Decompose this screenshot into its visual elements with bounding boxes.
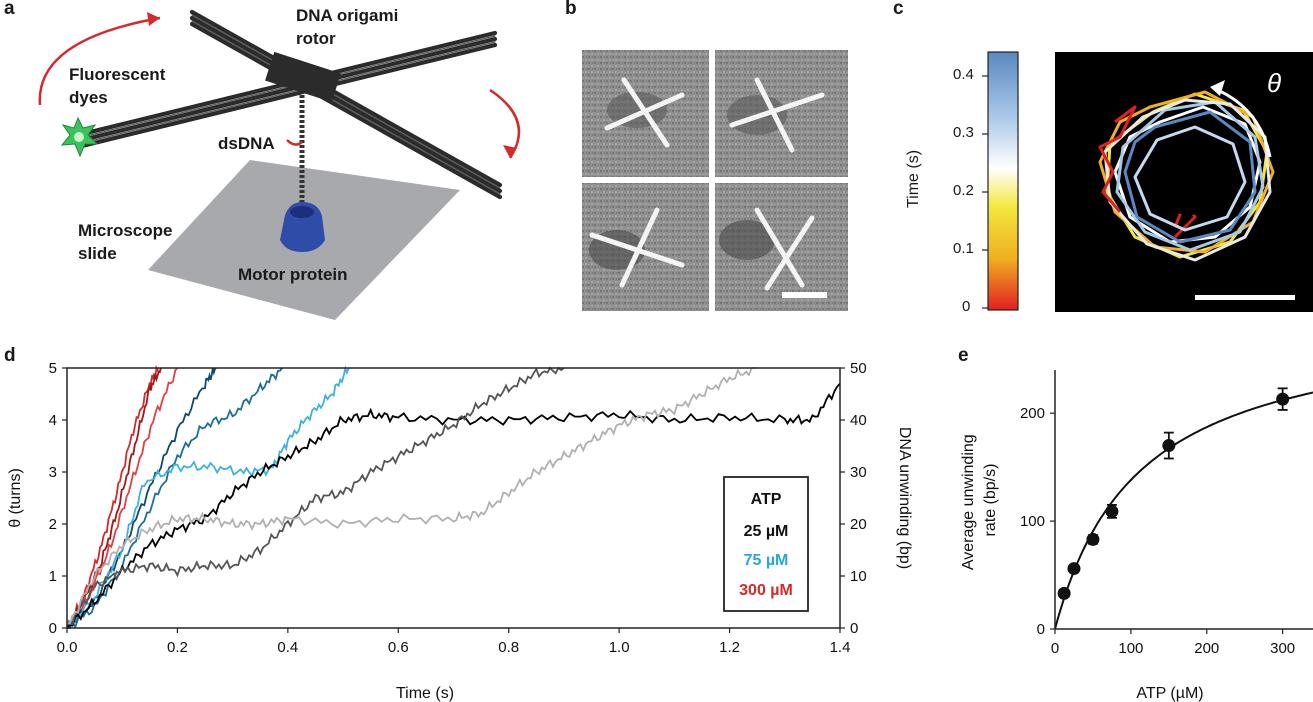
fit-curve: [1054, 391, 1313, 630]
y-tick-label: 4: [49, 412, 57, 429]
colorbar-tick-3: 0.3: [953, 124, 974, 141]
micrograph-3: [582, 183, 709, 311]
series-line-5: [66, 365, 350, 629]
data-point-5: [1276, 392, 1290, 406]
panel-label-a: a: [4, 0, 15, 19]
micrograph-2: [715, 50, 848, 177]
label-dsdna: dsDNA: [218, 134, 275, 153]
x-tick-label: 0.4: [277, 639, 298, 656]
colorbar-tick-0: 0: [962, 298, 971, 315]
panel-e-chart: 0 100 200 300 0 100 200 ATP (µM) Average unwin…: [960, 370, 1313, 702]
label-motor-protein: Motor protein: [238, 265, 348, 284]
y-tick-label-e: 200: [1020, 405, 1045, 422]
colorbar-label: Time (s): [905, 149, 923, 209]
panel-d-chart: 0.0 0.2 0.4 0.6 0.8 1.0 1.2 1.40123450102030405…: [7, 360, 913, 702]
y-right-tick-label: 50: [850, 360, 867, 377]
panel-a-illustration: [38, 9, 521, 320]
x-tick-label: 0.0: [57, 639, 78, 656]
y-right-tick-label: 0: [850, 620, 858, 637]
x-tick-label: 0.6: [388, 639, 409, 656]
x-tick-label: 0.2: [167, 639, 188, 656]
y-right-tick-label: 40: [850, 412, 867, 429]
data-point-2: [1086, 532, 1100, 546]
label-microscope-slide: Microscope slide: [78, 221, 173, 263]
colorbar-tick-1: 0.1: [953, 240, 974, 257]
label-fluorescent-dyes: Fluorescent dyes: [69, 65, 166, 107]
series-line-8: [66, 367, 758, 625]
colorbar-tick-4: 0.4: [953, 66, 974, 83]
y-axis-label-d: θ (turns): [7, 468, 24, 528]
y-tick-label: 0: [49, 620, 57, 637]
legend-entry-25: 25 µM: [744, 523, 789, 540]
data-point-4: [1162, 439, 1176, 453]
panel-c-colorbar: [982, 51, 1019, 311]
y-right-tick-label: 20: [850, 516, 867, 533]
legend-entry-300: 300 µM: [739, 582, 793, 599]
panel-label-e: e: [958, 345, 969, 366]
panel-label-b: b: [565, 0, 577, 19]
y-tick-label: 1: [49, 568, 57, 585]
y-tick-label: 3: [49, 464, 57, 481]
data-point-1: [1067, 562, 1081, 576]
theta-arrow: [1212, 86, 1272, 158]
data-point-0: [1057, 586, 1071, 600]
x-tick-label-e: 200: [1194, 640, 1219, 657]
plot-frame-d: [66, 367, 841, 629]
x-tick-label: 0.8: [498, 639, 519, 656]
rotation-arrow-left: [38, 16, 161, 106]
x-tick-label-e: 300: [1270, 640, 1295, 657]
y-axis-label-e-line1: Average unwinding: [960, 434, 977, 570]
y-tick-label: 2: [49, 516, 57, 533]
theta-symbol: θ: [1267, 68, 1281, 98]
series-line-0: [66, 364, 159, 630]
panel-label-c: c: [893, 0, 904, 19]
trajectory-rings: [1098, 90, 1275, 262]
legend-title: ATP: [751, 491, 782, 508]
panel-label-d: d: [4, 345, 16, 366]
y-tick-label-e: 0: [1037, 621, 1045, 638]
series-line-2: [66, 367, 179, 630]
colorbar: [987, 51, 1019, 311]
legend-d: ATP 25 µM 75 µM 300 µM: [723, 476, 809, 612]
dna-origami-rotor: [75, 9, 503, 200]
y-right-tick-label: 10: [850, 568, 867, 585]
micrograph-4: [715, 183, 848, 311]
x-tick-label: 1.0: [609, 639, 630, 656]
label-rotor: DNA origami rotor: [296, 6, 399, 48]
micrograph-1: [582, 50, 709, 177]
y-axis-label-e: Average unwinding rate (bp/s): [960, 430, 999, 570]
y-axis-label-right-d: DNA unwinding (bp): [896, 427, 913, 569]
y-right-tick-label: 30: [850, 464, 867, 481]
x-tick-label-e: 100: [1118, 640, 1143, 657]
panel-b-micrographs: [582, 50, 848, 311]
x-axis-label-d: Time (s): [396, 685, 454, 702]
colorbar-tick-2: 0.2: [953, 182, 974, 199]
y-axis-label-e-line2: rate (bp/s): [982, 464, 999, 537]
legend-entry-75: 75 µM: [744, 552, 789, 569]
series-line-6: [66, 382, 841, 629]
y-tick-label: 5: [49, 360, 57, 377]
x-tick-label-e: 0: [1051, 640, 1059, 657]
y-tick-label-e: 100: [1020, 513, 1045, 530]
scale-bar-c: [1195, 295, 1295, 300]
series-line-7: [66, 366, 565, 626]
x-tick-label: 1.4: [830, 639, 851, 656]
scale-bar-b: [782, 292, 827, 298]
panel-c-trajectory: θ: [1055, 52, 1313, 312]
data-point-3: [1105, 504, 1119, 518]
x-axis-label-e: ATP (µM): [1136, 685, 1203, 702]
x-tick-label: 1.2: [719, 639, 740, 656]
dsdna-marker: [286, 139, 303, 146]
